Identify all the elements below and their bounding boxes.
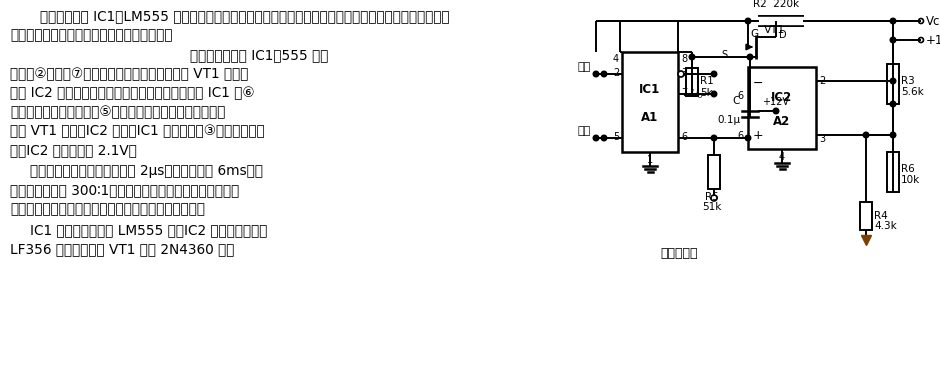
Circle shape [712,91,717,97]
Text: IC1 集成定时器选用 LM555 型。IC2 集成运放器选用: IC1 集成定时器选用 LM555 型。IC2 集成运放器选用 [30,223,267,237]
Text: 2: 2 [613,68,619,78]
Bar [860,202,872,230]
Text: IC1: IC1 [639,82,661,96]
Circle shape [745,18,751,24]
Text: 5: 5 [613,132,619,142]
Text: 3: 3 [681,68,687,78]
Bar [759,16,803,26]
Circle shape [890,37,896,43]
Text: −: − [753,76,763,89]
Circle shape [890,18,896,24]
Text: 0.1μ: 0.1μ [717,115,740,125]
Text: 锯齿波输出: 锯齿波输出 [660,247,697,260]
Circle shape [689,54,695,60]
Circle shape [712,71,717,77]
Text: C: C [732,96,740,106]
Circle shape [712,135,717,141]
Circle shape [863,132,869,138]
Text: R1: R1 [700,76,713,86]
Text: 的脉冲宽度会发生相应的改变，产生脉冲调宽的效果。: 的脉冲宽度会发生相应的改变，产生脉冲调宽的效果。 [10,202,205,216]
Text: 本电路主要由 IC1（LM555 集成定时器）和积分电路组成。由于采用了运算放大器，因而温度稳定性好，: 本电路主要由 IC1（LM555 集成定时器）和积分电路组成。由于采用了运算放大… [40,9,449,23]
Text: G: G [750,29,759,39]
Circle shape [602,71,607,77]
Text: 1: 1 [647,155,653,165]
Text: 触发: 触发 [578,62,591,72]
Circle shape [602,135,607,141]
Text: S: S [722,50,728,60]
Text: R6: R6 [901,164,915,174]
Text: 51k: 51k [702,202,722,212]
Text: 3: 3 [819,134,825,144]
Circle shape [890,78,896,84]
Text: 线性动态范围宽，还可输出一个锯齿波电压。: 线性动态范围宽，还可输出一个锯齿波电压。 [10,28,173,42]
Circle shape [593,71,599,77]
Text: D: D [779,30,787,40]
Text: 4: 4 [613,54,619,64]
Bar [686,68,698,96]
Text: 4: 4 [779,152,785,162]
Text: R5: R5 [705,192,719,202]
Text: Vcc: Vcc [926,15,940,27]
Text: 脚。当该点电压升高至与⑤脚输入的调制电压相等时，场效: 脚。当该点电压升高至与⑤脚输入的调制电压相等时，场效 [10,105,226,119]
Text: A1: A1 [641,111,659,123]
Bar [887,64,899,104]
Text: 6: 6 [737,91,743,101]
Text: 7: 7 [681,88,687,98]
Text: VT1: VT1 [764,25,786,35]
Circle shape [745,135,751,141]
Text: A2: A2 [774,115,791,129]
Text: +12V: +12V [926,33,940,47]
Circle shape [890,132,896,138]
Bar [748,67,816,149]
Circle shape [774,108,779,114]
Circle shape [918,18,923,24]
Circle shape [711,195,717,201]
Text: 应管 VT1 导通、IC2 复位，IC1 关闭，同时③脚输出调制脉: 应管 VT1 导通、IC2 复位，IC1 关闭，同时③脚输出调制脉 [10,124,265,138]
Circle shape [774,18,779,24]
Text: IC2: IC2 [772,91,792,104]
Bar [622,52,678,152]
Circle shape [678,71,684,77]
Bar [887,152,899,192]
Text: +: + [753,129,763,142]
Text: 6: 6 [681,132,687,142]
Text: R3: R3 [901,76,915,86]
Text: $U_o$: $U_o$ [690,87,704,101]
Text: 此时 IC2 的输出为一线性上升的斜波电压，并加至 IC1 的⑥: 此时 IC2 的输出为一线性上升的斜波电压，并加至 IC1 的⑥ [10,86,255,100]
Circle shape [918,38,923,42]
Text: R4: R4 [874,211,887,221]
Text: 2: 2 [819,76,825,86]
Circle shape [593,135,599,141]
Text: 当触发脉冲加在 IC1（555 定时: 当触发脉冲加在 IC1（555 定时 [190,48,328,62]
Text: 该脉宽调制器输出最窄脉冲为 2μs，最宽脉冲为 6ms，宽: 该脉宽调制器输出最窄脉冲为 2μs，最宽脉冲为 6ms，宽 [30,164,263,178]
Text: 5k: 5k [700,88,713,98]
Circle shape [890,101,896,107]
Text: 4.3k: 4.3k [874,221,897,231]
Text: 6: 6 [738,131,744,141]
Text: LF356 型。场效应管 VT1 选用 2N4360 型。: LF356 型。场效应管 VT1 选用 2N4360 型。 [10,242,234,256]
Text: 调制: 调制 [578,126,591,136]
Text: +12V: +12V [762,97,789,107]
Bar [708,155,720,189]
Circle shape [747,54,753,60]
Text: R2  220k: R2 220k [753,0,799,9]
Text: 5.6k: 5.6k [901,87,924,97]
Text: 冲。IC2 起始电压为 2.1V。: 冲。IC2 起始电压为 2.1V。 [10,143,137,157]
Text: 8: 8 [681,54,687,64]
Text: 窄脉冲之比可达 300∶1。如此随调制输入信号的变化，输出: 窄脉冲之比可达 300∶1。如此随调制输入信号的变化，输出 [10,183,240,197]
Text: 器）的②脚时，⑦输出为低电平，使得场效应管 VT1 截止，: 器）的②脚时，⑦输出为低电平，使得场效应管 VT1 截止， [10,67,248,81]
Text: 10k: 10k [901,175,920,185]
